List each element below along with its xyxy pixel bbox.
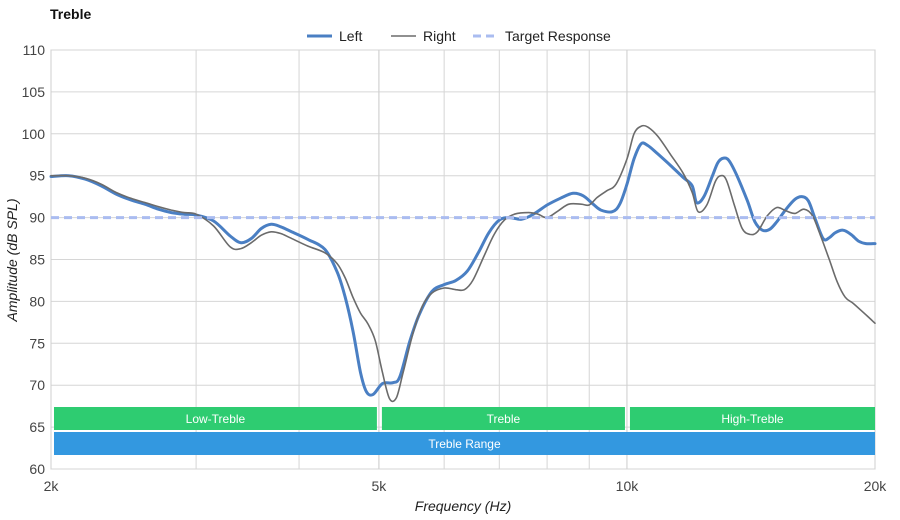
legend-item: Target Response [505, 28, 611, 44]
band-label: Treble Range [428, 437, 501, 451]
band-label: Treble [487, 412, 521, 426]
band-treble-range [54, 432, 875, 455]
y-tick-label: 110 [23, 42, 46, 58]
legend: Left Right Target Response [307, 28, 611, 44]
band-high-treble [629, 407, 875, 430]
range-bands: Low-Treble Treble High-Treble Treble Range [54, 407, 875, 455]
band-label: Low-Treble [186, 412, 246, 426]
y-tick-label: 95 [29, 168, 45, 184]
legend-item: Right [423, 28, 456, 44]
band-treble [381, 407, 625, 430]
y-tick-label: 90 [29, 210, 45, 226]
x-tick-label: 10k [616, 478, 640, 494]
grid [50, 49, 876, 470]
x-tick-label: 2k [44, 478, 60, 494]
series-lines [49, 124, 877, 403]
y-tick-label: 85 [29, 252, 45, 268]
y-tick-label: 65 [29, 419, 45, 435]
x-tick-label: 20k [864, 478, 888, 494]
y-tick-label: 80 [29, 293, 45, 309]
legend-item: Left [339, 28, 362, 44]
x-axis-label: Frequency (Hz) [415, 498, 511, 514]
band-label: High-Treble [721, 412, 784, 426]
series-left [49, 141, 877, 397]
y-tick-label: 105 [22, 84, 46, 100]
y-tick-label: 75 [29, 335, 45, 351]
y-tick-label: 100 [22, 126, 46, 142]
series-right [50, 124, 876, 403]
x-tick-label: 5k [372, 478, 388, 494]
tick-labels: 60 65 70 75 80 85 90 95 100 105 110 2k 5k 10k 20k [22, 42, 888, 494]
y-tick-label: 70 [29, 377, 45, 393]
y-tick-label: 60 [29, 461, 45, 477]
chart-title: Treble [50, 6, 92, 22]
y-axis-label: Amplitude (dB SPL) [4, 199, 20, 323]
band-low-treble [54, 407, 377, 430]
